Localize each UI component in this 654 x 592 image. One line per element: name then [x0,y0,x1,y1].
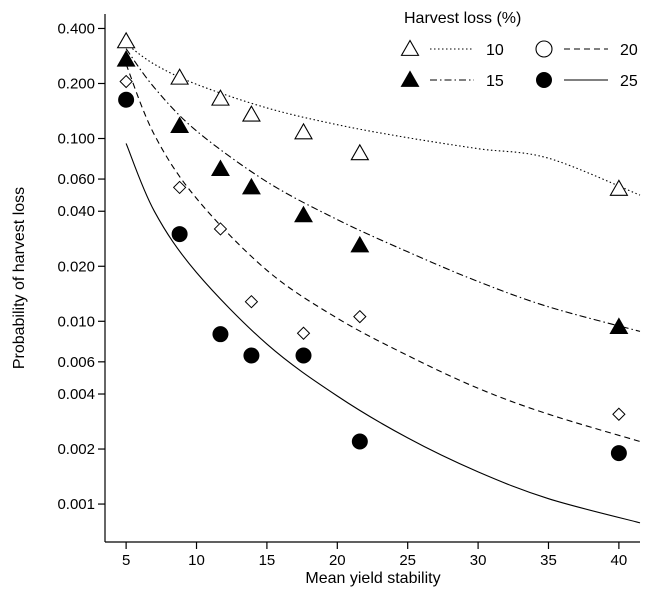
fit-lines [125,43,641,524]
legend-marker-10 [400,39,420,56]
data-point-10 [170,68,190,85]
legend-label-15: 15 [486,73,504,90]
legend-marker-15 [400,70,420,87]
data-point-15 [241,177,261,195]
data-point-25 [171,226,188,243]
y-tick-label: 0.001 [57,496,95,513]
data-point-10 [210,89,230,106]
data-point-20 [244,294,259,309]
x-ticks: 5 10 15 20 25 30 35 40 [122,542,627,569]
legend: Harvest loss (%) 10 15 20 25 [400,10,638,90]
data-point-20 [353,309,367,324]
x-tick-label: 40 [611,552,628,569]
y-tick-label: 0.010 [57,313,95,330]
y-tick-label: 0.060 [57,171,95,188]
fit-line-15 [125,48,641,332]
x-tick-label: 35 [540,552,557,569]
data-point-20 [119,74,133,89]
data-point-20 [296,326,311,340]
data-point-25 [351,433,368,450]
x-tick-label: 30 [470,552,487,569]
data-point-10 [350,143,370,161]
x-tick-label: 15 [259,552,276,569]
x-axis-title: Mean yield stability [305,570,440,587]
x-tick-label: 25 [399,552,416,569]
y-tick-label: 0.006 [57,354,95,371]
data-point-20 [172,180,187,195]
x-tick-label: 5 [122,552,130,569]
y-axis-title: Probability of harvest loss [11,187,28,369]
x-tick-label: 10 [188,552,205,569]
data-point-15 [210,159,230,177]
data-point-10 [294,122,313,140]
legend-title: Harvest loss (%) [404,10,521,27]
fit-line-20 [125,63,641,443]
legend-label-20: 20 [620,42,638,59]
data-point-10 [241,105,261,122]
markers [116,31,629,462]
data-point-25 [118,91,135,108]
plot-area: 5 10 15 20 25 30 35 40 0.001 0.002 0.004 0.006 0.01… [57,14,641,569]
y-tick-label: 0.040 [57,203,95,220]
y-tick-label: 0.400 [57,20,95,37]
data-point-15 [609,317,629,334]
y-tick-label: 0.004 [57,386,95,403]
legend-label-25: 25 [620,73,638,90]
legend-marker-25 [536,72,552,88]
legend-items: 10 15 20 25 [400,39,638,90]
data-point-25 [610,445,627,462]
legend-marker-20 [535,40,553,58]
data-point-15 [116,50,136,67]
data-point-20 [213,222,228,236]
data-point-25 [295,347,312,364]
x-tick-label: 20 [329,552,346,569]
legend-label-10: 10 [486,42,504,59]
data-point-15 [170,116,190,133]
y-ticks: 0.001 0.002 0.004 0.006 0.010 0.020 0.040 0.060… [57,20,105,513]
data-point-10 [609,179,629,196]
y-tick-label: 0.200 [57,75,95,92]
fit-line-25 [125,143,641,524]
data-point-20 [612,407,626,421]
data-point-15 [294,205,313,223]
y-tick-label: 0.100 [57,131,95,148]
data-point-10 [116,31,136,49]
y-tick-label: 0.002 [57,441,95,458]
data-point-25 [212,326,229,343]
y-tick-label: 0.020 [57,258,95,275]
data-point-25 [243,347,260,364]
data-point-15 [350,235,370,253]
fit-line-10 [125,43,641,196]
